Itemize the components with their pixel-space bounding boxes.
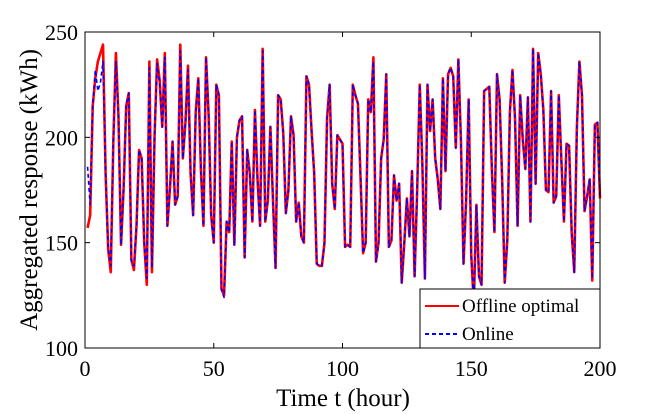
axis-ticks: 0 50 100 150 200 100 150 200 250 [45, 20, 617, 381]
y-tick-label: 100 [45, 336, 78, 361]
legend-box [419, 288, 601, 349]
series-line-online [86, 48, 601, 305]
x-tick-label: 0 [80, 356, 91, 381]
legend-label-offline-optimal: Offline optimal [462, 296, 579, 317]
x-axis-title: Time t (hour) [276, 385, 410, 412]
legend: Offline optimal Online [419, 288, 601, 349]
y-tick-label: 200 [45, 125, 78, 150]
x-tick-label: 150 [455, 356, 488, 381]
x-tick-label: 50 [203, 356, 225, 381]
x-tick-label: 200 [584, 356, 617, 381]
plot-lines [86, 43, 602, 306]
x-tick-label: 100 [326, 356, 359, 381]
y-tick-label: 250 [45, 20, 78, 45]
y-tick-label: 150 [45, 231, 78, 256]
legend-label-online: Online [462, 324, 514, 345]
y-axis-title: Aggregated response (kWh) [16, 49, 43, 331]
